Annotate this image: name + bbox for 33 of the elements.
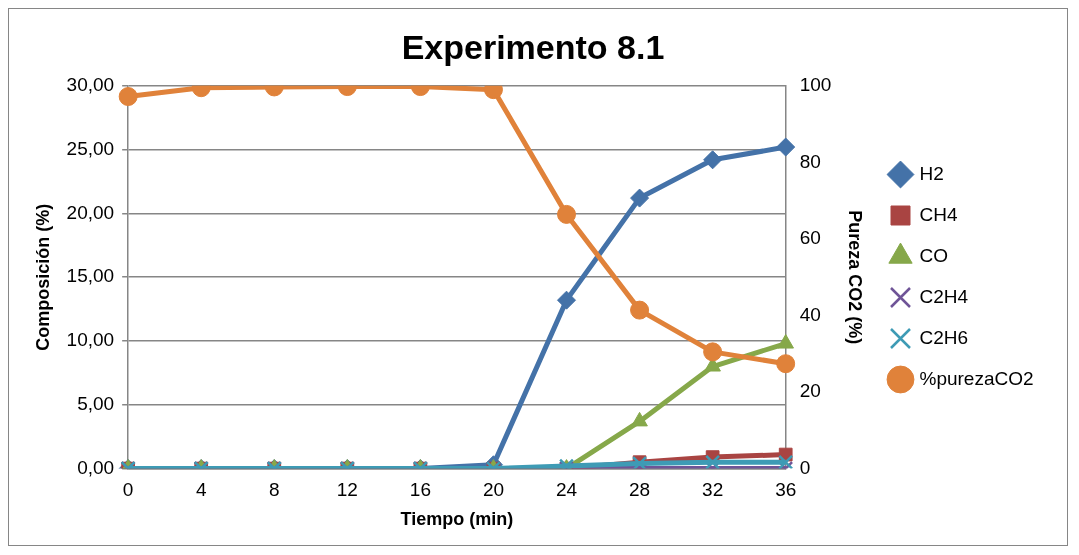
x-tick-label: 24: [555, 479, 578, 501]
x-tick-label: 0: [122, 479, 134, 501]
x-tick-label: 20: [482, 479, 505, 501]
y2-tick-label: 60: [799, 227, 821, 249]
x-tick-label: 28: [629, 479, 651, 501]
chart-title: Experimento 8.1: [401, 27, 665, 66]
legend-label: C2H6: [919, 326, 969, 348]
y2-tick-label: 20: [799, 380, 821, 402]
y-tick-label: 5,00: [77, 393, 115, 415]
legend-label: C2H4: [919, 285, 969, 307]
x-tick-label: 8: [268, 479, 280, 501]
x-tick-label: 4: [195, 479, 207, 501]
y-tick-label: 25,00: [66, 137, 115, 159]
x-tick-label: 32: [702, 479, 724, 501]
y2-tick-label: 40: [799, 303, 821, 325]
x-tick-label: 36: [775, 479, 797, 501]
x-axis-title: Tiempo (min): [400, 509, 514, 530]
legend-label: %purezaCO2: [919, 367, 1034, 389]
y-tick-label: 20,00: [66, 201, 115, 223]
legend-label: H2: [919, 162, 944, 184]
y-tick-label: 30,00: [66, 74, 115, 96]
legend-label: CO: [919, 244, 948, 266]
y2-tick-label: 80: [799, 150, 821, 172]
y2-tick-label: 0: [799, 456, 811, 478]
legend-label: CH4: [919, 203, 958, 225]
y-tick-label: 0,00: [77, 456, 115, 478]
y-axis-title: Composición (%): [32, 203, 53, 351]
y-tick-label: 15,00: [66, 265, 115, 287]
x-tick-label: 12: [336, 479, 358, 501]
y2-tick-label: 100: [799, 74, 832, 96]
y-tick-label: 10,00: [66, 329, 115, 351]
x-tick-label: 16: [409, 479, 431, 501]
y2-axis-title: Pureza CO2 (%): [845, 210, 866, 345]
